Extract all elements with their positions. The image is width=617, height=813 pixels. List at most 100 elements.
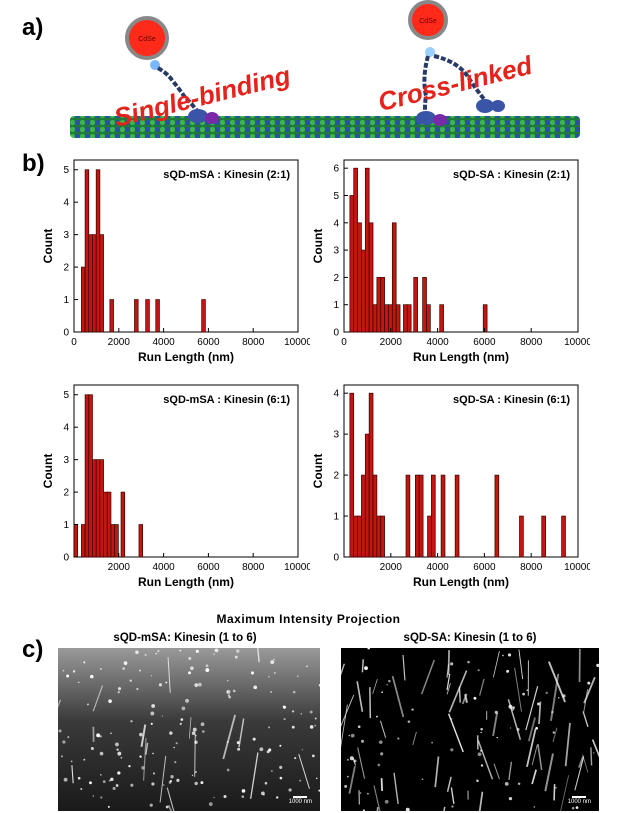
fluorescence-spot — [297, 675, 299, 678]
fluorescence-streak — [447, 650, 450, 675]
fluorescence-spot — [63, 777, 68, 782]
fluorescence-streak — [448, 670, 468, 713]
fluorescence-spot — [347, 775, 349, 778]
fluorescence-streak — [341, 704, 348, 748]
cross-linked-label: Cross-linked — [375, 50, 536, 117]
x-tick-label: 6000 — [197, 337, 220, 348]
fluorescence-spot — [467, 660, 470, 664]
histogram-bar — [138, 524, 144, 558]
fluorescence-spot — [476, 779, 479, 783]
y-tick-label: 0 — [63, 328, 69, 339]
fluorescence-spot — [90, 747, 94, 750]
histogram-bar — [201, 299, 206, 333]
fluorescence-spot — [311, 754, 315, 758]
y-tick-label: 2 — [333, 471, 339, 482]
x-tick-label: 8000 — [520, 337, 543, 348]
fluorescence-spot — [473, 696, 477, 700]
fluorescence-spot — [62, 740, 66, 744]
fluorescence-spot — [67, 736, 70, 739]
fluorescence-spot — [300, 713, 303, 715]
fluorescence-streak — [357, 747, 366, 779]
histogram-bar — [106, 491, 112, 558]
histogram-bar — [427, 515, 432, 558]
fluorescence-spot — [526, 689, 529, 692]
fluorescence-spot — [562, 694, 566, 698]
fluorescence-spot — [66, 674, 70, 678]
fluorescence-spot — [511, 707, 515, 711]
fluorescence-streak — [249, 752, 259, 799]
fluorescence-streak — [574, 757, 585, 791]
fluorescence-spot — [226, 741, 229, 743]
fluorescence-spot — [309, 725, 314, 729]
fluorescence-spot — [176, 778, 180, 782]
fluorescence-spot — [107, 805, 110, 808]
fluorescence-spot — [226, 679, 229, 682]
fluorescence-spot — [129, 679, 132, 682]
fluorescence-streak — [590, 747, 593, 766]
fluorescence-spot — [299, 779, 302, 782]
fluorescence-spot — [504, 781, 509, 786]
fluorescence-spot — [270, 660, 275, 665]
fluorescence-spot — [279, 765, 283, 769]
fluorescence-spot — [188, 656, 192, 661]
histogram-bar — [73, 524, 79, 558]
fluorescence-streak — [464, 694, 468, 703]
histogram-bar — [494, 474, 500, 558]
fluorescence-spot — [120, 756, 123, 759]
histogram-bar — [353, 515, 358, 558]
x-tick-label: 6000 — [197, 562, 220, 573]
histogram-bar — [561, 515, 566, 558]
fluorescence-spot — [194, 683, 199, 688]
y-tick-label: 0 — [63, 553, 69, 564]
y-tick-label: 3 — [333, 430, 339, 441]
fluorescence-spot — [200, 781, 204, 785]
fluorescence-spot — [259, 747, 264, 752]
fluorescence-spot — [149, 803, 153, 807]
fluorescence-streak — [391, 675, 405, 718]
fluorescence-spot — [205, 664, 209, 668]
fluorescence-spot — [100, 796, 103, 799]
fluorescence-spot — [252, 737, 256, 741]
x-tick-label: 2000 — [108, 337, 131, 348]
fluorescence-streak — [222, 714, 236, 760]
fluorescence-spot — [157, 650, 160, 653]
fluorescence-streak — [508, 761, 513, 780]
histogram-bar — [109, 299, 114, 333]
fluorescence-streak — [526, 728, 537, 768]
fluorescence-spot — [144, 653, 147, 657]
fluorescence-spot — [99, 735, 102, 738]
fluorescence-spot — [344, 784, 348, 788]
fluorescence-spot — [288, 788, 292, 792]
fluorescence-spot — [506, 669, 510, 673]
histogram-bar — [395, 304, 401, 333]
histogram-bar — [92, 459, 97, 558]
fluorescence-streak — [553, 784, 556, 801]
histogram-bar — [349, 195, 355, 333]
fluorescence-spot — [407, 720, 411, 724]
fluorescence-spot — [508, 704, 513, 709]
fluorescence-spot — [83, 661, 86, 664]
fluorescence-spot — [114, 742, 119, 747]
fluorescence-streak — [145, 742, 149, 755]
fluorescence-spot — [86, 703, 89, 706]
fluorescence-spot — [122, 667, 125, 670]
fluorescence-spot — [80, 787, 83, 790]
y-tick-label: 4 — [63, 198, 69, 209]
fluorescence-streak — [443, 806, 446, 811]
fluorescence-streak — [493, 763, 500, 780]
fluorescence-spot — [117, 687, 122, 691]
fluorescence-spot — [223, 794, 227, 799]
histogram-bar — [482, 304, 488, 333]
fluorescence-streak — [446, 673, 451, 691]
fluorescence-streak — [492, 712, 498, 737]
mip-title: Maximum Intensity Projection — [216, 612, 401, 626]
y-axis-label: Count — [41, 454, 55, 489]
histogram-bar — [134, 299, 139, 333]
x-tick-label: 4000 — [426, 562, 449, 573]
histogram-bar — [110, 524, 116, 558]
fluorescence-spot — [139, 755, 142, 758]
histogram-bar — [357, 515, 362, 558]
quantum-dot-left — [125, 16, 169, 60]
histogram-bar — [368, 392, 374, 558]
fluorescence-streak — [446, 776, 452, 793]
